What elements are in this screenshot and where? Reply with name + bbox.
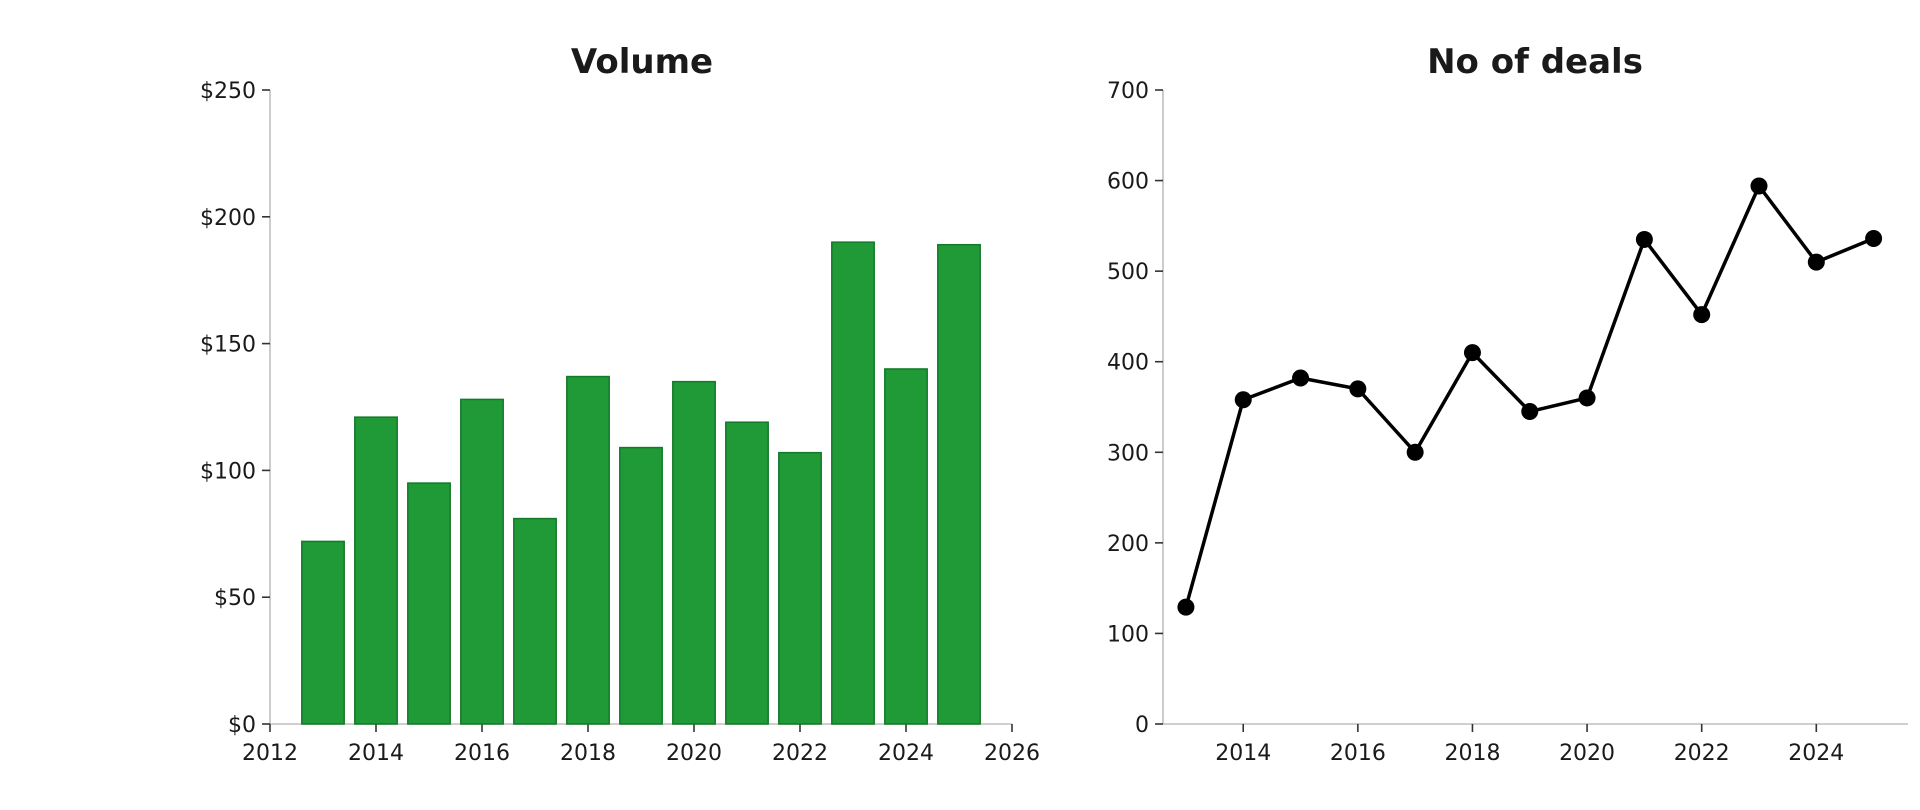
deals-point-2017: [1406, 443, 1424, 461]
deals-point-2016: [1349, 380, 1367, 398]
volume-bar-2016: [460, 398, 504, 725]
deals-series-line: [1184, 184, 1875, 608]
volume-bar-2015: [407, 482, 451, 725]
deals-y-tick-label: 100: [1107, 622, 1149, 647]
volume-x-tick-label: 2022: [772, 741, 828, 766]
deals-point-2021: [1635, 230, 1653, 248]
volume-x-tick-label: 2014: [348, 741, 404, 766]
volume-y-tick-label: $200: [200, 206, 256, 231]
volume-y-tick-label: $250: [200, 79, 256, 104]
volume-bar-2021: [725, 421, 769, 725]
deals-point-2023: [1750, 177, 1768, 195]
volume-y-tick-label: $0: [228, 713, 256, 738]
deals-line-marks: [1177, 177, 1883, 616]
volume-y-tick-label: $150: [200, 333, 256, 358]
deals-point-2018: [1463, 344, 1481, 362]
volume-bar-2014: [354, 416, 398, 725]
volume-x-tick-label: 2026: [984, 741, 1040, 766]
volume-bar-2020: [672, 380, 716, 725]
deals-y-tick-label: 500: [1107, 260, 1149, 285]
deals-y-tick-label: 200: [1107, 532, 1149, 557]
deals-point-2022: [1693, 306, 1711, 324]
deals-x-tick-label: 2016: [1330, 741, 1386, 766]
deals-point-2025: [1865, 230, 1883, 248]
deals-point-2020: [1578, 389, 1596, 407]
volume-axes: $0 $50 $100 $150 $200 $250 2012 2014 2016 2018 202…: [200, 79, 1040, 766]
volume-chart-title: Volume: [571, 42, 713, 82]
volume-x-tick-label: 2024: [878, 741, 934, 766]
volume-x-tick-label: 2018: [560, 741, 616, 766]
volume-bar-2013: [301, 540, 345, 725]
volume-y-tick-label: $50: [214, 586, 256, 611]
deals-x-tick-label: 2014: [1215, 741, 1271, 766]
volume-bar-2022: [778, 451, 822, 725]
deals-point-2013: [1177, 598, 1195, 616]
volume-bar-2017: [513, 517, 557, 725]
deals-y-tick-label: 600: [1107, 170, 1149, 195]
volume-bars: [301, 241, 981, 725]
deals-y-tick-label: 700: [1107, 79, 1149, 104]
volume-x-tick-label: 2020: [666, 741, 722, 766]
deals-point-2019: [1521, 403, 1539, 421]
deals-y-tick-label: 0: [1135, 713, 1149, 738]
deals-y-tick-label: 300: [1107, 441, 1149, 466]
volume-bar-2024: [884, 368, 928, 725]
deals-x-tick-label: 2022: [1674, 741, 1730, 766]
deals-chart-title: No of deals: [1427, 42, 1643, 82]
deals-chart: No of deals 0 100 200 300 400 500 600 700 2014 20…: [1107, 42, 1908, 766]
deals-point-2024: [1807, 253, 1825, 271]
volume-x-tick-label: 2016: [454, 741, 510, 766]
deals-y-tick-label: 400: [1107, 351, 1149, 376]
volume-x-tick-label: 2012: [242, 741, 298, 766]
volume-bar-2025: [937, 243, 981, 725]
deals-x-tick-label: 2018: [1444, 741, 1500, 766]
deals-point-2015: [1292, 369, 1310, 387]
volume-chart: Volume $0 $50 $100 $150 $200 $250 2012 2014 2016…: [200, 42, 1040, 766]
volume-bar-2019: [619, 446, 663, 725]
volume-bar-2023: [831, 241, 875, 725]
deals-x-tick-label: 2024: [1788, 741, 1844, 766]
volume-bar-2018: [566, 375, 610, 725]
deals-axes: 0 100 200 300 400 500 600 700 2014 2016 2018 2020 20…: [1107, 79, 1908, 766]
deals-point-2014: [1234, 391, 1252, 409]
volume-y-tick-label: $100: [200, 459, 256, 484]
deals-x-tick-label: 2020: [1559, 741, 1615, 766]
